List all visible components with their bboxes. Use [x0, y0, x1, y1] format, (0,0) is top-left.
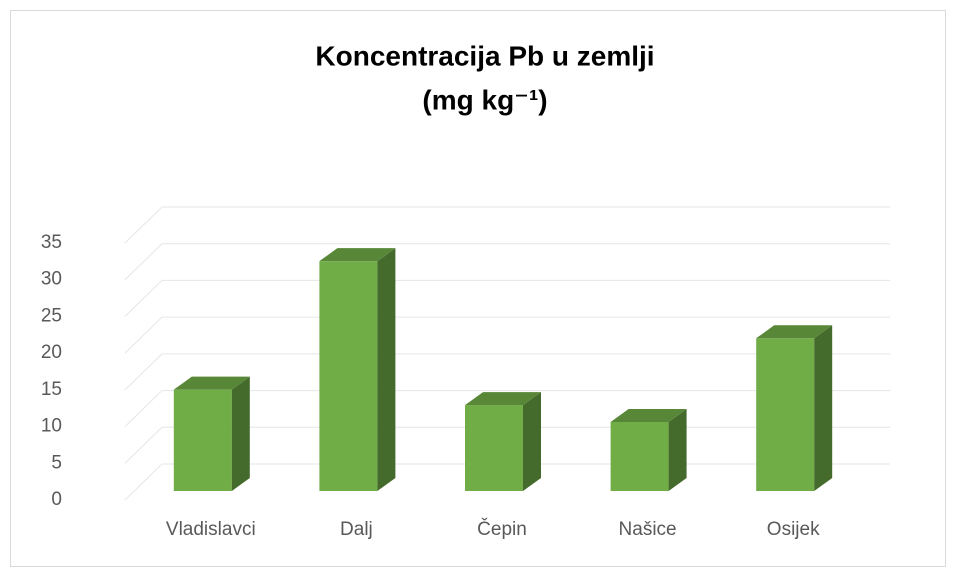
bar-top [610, 408, 687, 422]
y-tick-label: 35 [41, 232, 62, 253]
grid-line [124, 279, 890, 317]
chart-title: Koncentracija Pb u zemlji [315, 40, 654, 71]
bar [756, 338, 815, 491]
x-tick-label: Osijek [767, 519, 820, 540]
x-tick-label: Dalj [340, 519, 373, 540]
x-tick-label: Vladislavci [166, 519, 256, 540]
bar-side [377, 248, 396, 491]
y-tick-label: 20 [41, 342, 62, 363]
y-tick-label: 25 [41, 305, 62, 326]
x-tick-label: Čepin [477, 518, 527, 540]
grid-line [124, 243, 890, 281]
grid-line [124, 316, 890, 354]
y-tick-label: 15 [41, 379, 62, 400]
bar-top [756, 325, 833, 339]
grid-line [124, 390, 890, 427]
bar-side [668, 408, 687, 491]
bar [173, 389, 232, 491]
bar-side [231, 376, 250, 491]
bar-side [814, 325, 833, 491]
bar-side [523, 392, 541, 491]
bar-top [319, 248, 396, 262]
y-tick-label: 0 [51, 489, 62, 510]
bar [319, 261, 378, 491]
chart-title: (mg kg⁻¹) [422, 84, 547, 115]
grid-line [124, 206, 890, 244]
bar-top [465, 392, 541, 406]
bar [465, 405, 523, 491]
y-tick-label: 10 [41, 416, 62, 437]
y-tick-label: 30 [41, 269, 62, 290]
y-tick-label: 5 [51, 452, 62, 473]
x-tick-label: Našice [619, 519, 677, 540]
grid-line [124, 353, 890, 391]
bar [610, 421, 669, 491]
bar-top [173, 376, 250, 390]
